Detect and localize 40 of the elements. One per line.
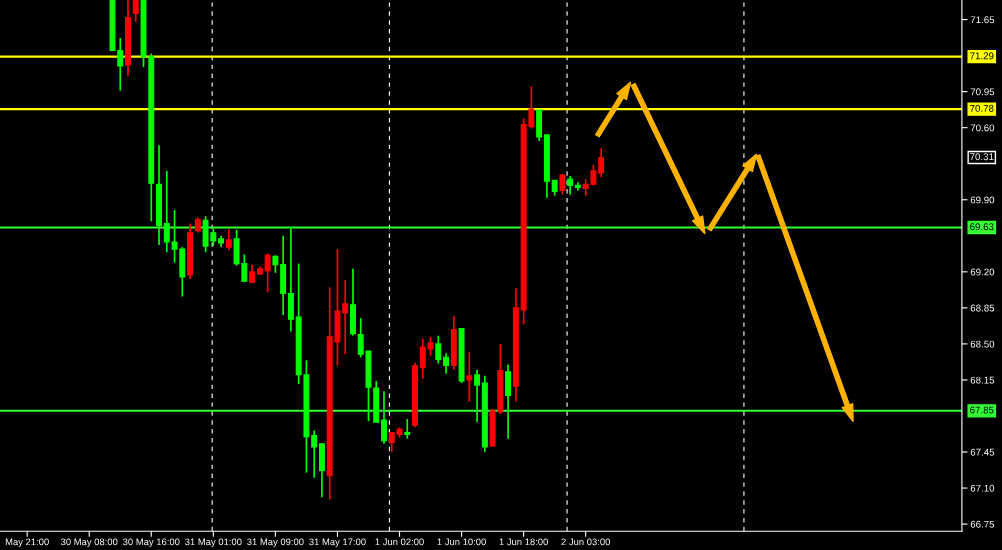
x-tick-label: May 21:00 — [5, 538, 49, 548]
candlestick — [443, 352, 450, 375]
x-tick-label: 30 May 16:00 — [123, 538, 180, 548]
candlestick — [264, 252, 271, 294]
y-tick-label: 69.20 — [970, 268, 995, 276]
x-tick-label: 2 Jun 03:00 — [561, 538, 610, 546]
y-tick-label: 68.85 — [970, 304, 995, 312]
ref-line-label: 67.85 — [970, 406, 994, 414]
y-tick-label: 68.50 — [970, 340, 995, 348]
candlestick — [474, 368, 481, 423]
ref-line-label: 71.29 — [970, 52, 994, 60]
x-tick-label: 1 Jun 10:00 — [437, 538, 486, 546]
y-tick-label: 70.95 — [970, 88, 995, 96]
candlestick — [311, 429, 318, 479]
y-tick-label: 70.60 — [970, 124, 995, 132]
candlestick — [132, 0, 139, 23]
candlestick — [559, 173, 566, 196]
x-tick-label: 1 Jun 02:00 — [375, 538, 424, 546]
x-tick-label: 1 Jun 18:00 — [499, 538, 548, 546]
candlestick — [435, 334, 442, 365]
y-tick-label: 67.45 — [970, 448, 995, 456]
candlestick — [225, 228, 232, 252]
x-tick-label: 31 May 17:00 — [309, 538, 366, 548]
y-tick-label: 71.65 — [970, 16, 995, 24]
x-tick-label: 31 May 09:00 — [247, 538, 304, 548]
candlestick — [567, 175, 574, 196]
candlestick — [381, 390, 387, 445]
ref-line-label: 69.63 — [970, 223, 994, 231]
y-tick-label: 67.10 — [970, 484, 995, 492]
text: 70.31 — [970, 153, 994, 161]
y-tick-label: 66.75 — [970, 520, 995, 528]
x-tick-label: 30 May 08:00 — [60, 538, 118, 548]
candlestick — [466, 351, 473, 403]
x-tick-label: 31 May 01:00 — [185, 538, 242, 548]
ref-line-label: 70.78 — [970, 104, 994, 112]
candlestick — [598, 147, 605, 178]
candlestick — [505, 363, 512, 440]
candlestick — [404, 418, 411, 440]
y-tick-label: 68.15 — [970, 376, 995, 384]
y-tick-label: 69.90 — [970, 196, 995, 204]
